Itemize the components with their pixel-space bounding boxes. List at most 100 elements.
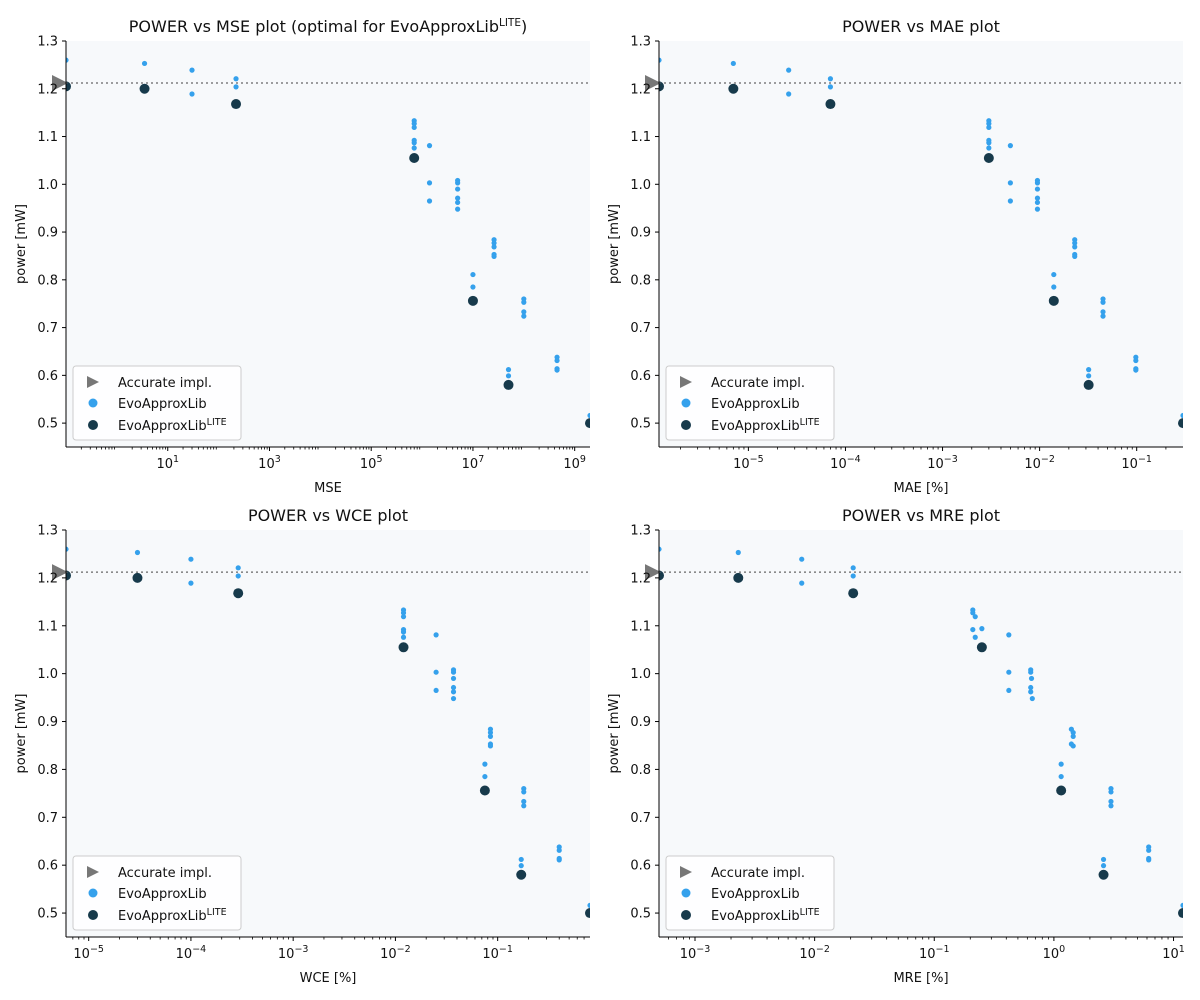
y-tick-label: 1.1 bbox=[630, 130, 651, 145]
evo-point bbox=[1007, 198, 1013, 204]
y-tick-label: 0.5 bbox=[37, 907, 58, 922]
evo-point bbox=[491, 244, 497, 250]
y-tick-label: 0.6 bbox=[37, 369, 58, 384]
x-tick-label: 103 bbox=[258, 454, 281, 472]
evo-point bbox=[986, 124, 992, 131]
evo-point bbox=[786, 91, 792, 97]
chart-panel-3: 0.5 0.6 0.7 0.8 0.9 1.0 1.1 1.2 1.3 10−5 10−4 10−3 1… bbox=[14, 506, 590, 986]
evo-point bbox=[1086, 367, 1092, 373]
evo-point bbox=[659, 546, 662, 552]
evo-point bbox=[799, 556, 805, 562]
evo-point bbox=[1146, 857, 1152, 863]
y-tick-label: 0.9 bbox=[630, 715, 651, 730]
evo-point bbox=[972, 614, 978, 620]
y-axis-label: power [mW] bbox=[14, 694, 29, 774]
legend-evo-label: EvoApproxLib bbox=[711, 887, 800, 902]
x-tick-label: 107 bbox=[462, 454, 485, 472]
evo-point bbox=[521, 309, 527, 315]
evo-point bbox=[450, 669, 457, 675]
lite-point bbox=[409, 153, 420, 164]
lite-point bbox=[231, 99, 242, 110]
evo-point bbox=[1028, 684, 1034, 691]
y-tick-label: 1.2 bbox=[630, 571, 651, 586]
evo-point bbox=[1108, 803, 1114, 809]
y-tick-label: 1.0 bbox=[630, 178, 651, 193]
lite-point bbox=[1083, 379, 1094, 390]
accurate-point bbox=[645, 564, 661, 581]
evo-point bbox=[1070, 733, 1076, 739]
evo-point bbox=[426, 180, 433, 186]
evo-point bbox=[1100, 856, 1107, 863]
lite-point bbox=[139, 83, 150, 94]
evo-point bbox=[850, 573, 856, 579]
evo-point bbox=[1028, 689, 1034, 695]
y-tick-label: 1.0 bbox=[630, 667, 651, 682]
lite-point bbox=[825, 99, 836, 110]
accurate-point bbox=[52, 75, 68, 92]
lite-point bbox=[398, 642, 409, 653]
evo-point bbox=[188, 580, 194, 586]
y-tick-label: 0.7 bbox=[37, 811, 58, 826]
evo-point bbox=[1180, 412, 1183, 419]
y-axis-label: power [mW] bbox=[607, 204, 622, 284]
legend-box bbox=[665, 365, 835, 441]
x-tick-label: 105 bbox=[360, 454, 383, 472]
legend-lite-label: EvoApproxLibLITE bbox=[118, 417, 227, 434]
x-tick-label: 10−2 bbox=[1024, 454, 1055, 472]
legend-accurate-label: Accurate impl. bbox=[118, 866, 212, 881]
evo-point bbox=[433, 687, 439, 694]
x-axis-label: MAE [%] bbox=[894, 481, 949, 496]
legend-evo-marker bbox=[681, 398, 691, 408]
legend-box bbox=[72, 855, 242, 931]
evo-point bbox=[1100, 863, 1107, 869]
evo-point bbox=[455, 199, 461, 206]
evo-point bbox=[235, 573, 241, 579]
lite-point bbox=[976, 642, 987, 653]
evo-point bbox=[487, 743, 494, 749]
evo-point bbox=[1072, 253, 1078, 260]
legend-lite-marker bbox=[681, 910, 691, 920]
evo-point bbox=[505, 367, 512, 373]
y-tick-label: 0.5 bbox=[630, 417, 651, 432]
y-tick-label: 0.9 bbox=[37, 715, 58, 730]
legend-lite-label: EvoApproxLibLITE bbox=[711, 417, 820, 434]
y-tick-label: 0.9 bbox=[630, 226, 651, 241]
evo-point bbox=[411, 121, 417, 127]
lite-point bbox=[132, 572, 143, 583]
x-tick-label: 10−4 bbox=[176, 944, 207, 962]
evo-point bbox=[400, 629, 407, 635]
evo-point bbox=[1006, 632, 1012, 638]
lite-point bbox=[233, 588, 244, 599]
evo-point bbox=[455, 206, 461, 212]
evo-point bbox=[1034, 186, 1041, 192]
y-tick-label: 1.3 bbox=[630, 35, 651, 50]
evo-point bbox=[970, 626, 976, 633]
legend-accurate-marker bbox=[87, 376, 99, 388]
evo-point bbox=[827, 76, 834, 82]
legend: Accurate impl. EvoApproxLib EvoApproxLibLI… bbox=[72, 855, 242, 931]
x-tick-label: 10−1 bbox=[919, 944, 950, 962]
legend-accurate-label: Accurate impl. bbox=[118, 376, 212, 391]
y-tick-label: 1.2 bbox=[37, 82, 58, 97]
x-axis-label: MRE [%] bbox=[893, 971, 948, 986]
evo-point bbox=[986, 145, 992, 151]
evo-point bbox=[1007, 180, 1013, 186]
lite-point bbox=[467, 295, 478, 306]
evo-point bbox=[400, 614, 407, 620]
y-tick-label: 0.8 bbox=[37, 763, 58, 778]
y-axis-label: power [mW] bbox=[14, 204, 29, 284]
evo-point bbox=[850, 565, 856, 571]
evo-point bbox=[1180, 902, 1183, 908]
y-tick-label: 1.0 bbox=[37, 178, 58, 193]
evo-point bbox=[1070, 729, 1076, 736]
evo-point bbox=[521, 299, 527, 305]
y-tick-label: 1.3 bbox=[37, 524, 58, 539]
evo-point bbox=[189, 67, 195, 73]
legend-lite-marker bbox=[88, 910, 98, 920]
markers bbox=[659, 57, 1183, 429]
x-tick-label: 10−1 bbox=[1121, 454, 1152, 472]
evo-point bbox=[735, 549, 741, 556]
y-tick-label: 1.3 bbox=[630, 524, 651, 539]
evo-point bbox=[827, 84, 834, 90]
y-tick-label: 1.2 bbox=[37, 571, 58, 586]
